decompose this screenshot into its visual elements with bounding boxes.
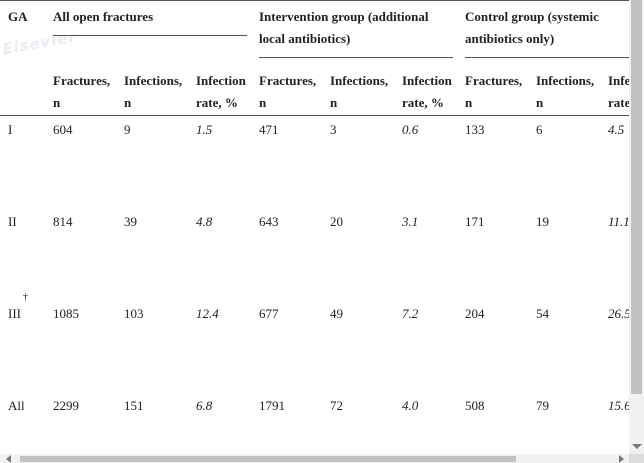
header-intervention-line2: local antibiotics) xyxy=(259,31,351,46)
table-cell-all-f: 814 xyxy=(53,214,73,229)
subheader-control-infections: Infections, xyxy=(536,73,595,88)
subheader-all-infections: Infections, xyxy=(124,73,183,88)
subheader-control-fractures-unit: n xyxy=(465,95,473,110)
group-underline-intervention xyxy=(259,57,453,58)
scroll-left-arrow-icon[interactable] xyxy=(6,455,11,463)
row-ga-label: II xyxy=(8,214,17,229)
table-cell-ctl-f: 171 xyxy=(465,214,485,229)
table-cell-int-i: 20 xyxy=(330,214,343,229)
header-ga: GA xyxy=(8,9,28,24)
table-cell-all-f: 604 xyxy=(53,122,73,137)
subheader-intervention-fractures: Fractures, xyxy=(259,73,317,88)
table-cell-all-i: 9 xyxy=(124,122,131,137)
subheader-intervention-infection-rate-unit: rate, % xyxy=(402,95,444,110)
header-bottom-border xyxy=(0,115,629,116)
subheader-all-infection-rate-unit: rate, % xyxy=(196,95,238,110)
table-cell-all-i: 151 xyxy=(124,398,144,413)
table-cell-int-r: 0.6 xyxy=(402,122,419,137)
row-ga-label: All xyxy=(8,398,25,413)
scroll-right-arrow-icon[interactable] xyxy=(619,455,624,463)
table-cell-all-f: 1085 xyxy=(53,306,79,321)
table-cell-ctl-r: 26.5 xyxy=(608,306,631,321)
table-cell-ctl-i: 19 xyxy=(536,214,549,229)
subheader-all-fractures: Fractures, xyxy=(53,73,111,88)
table-cell-ctl-r: 15.6 xyxy=(608,398,631,413)
table-cell-all-i: 103 xyxy=(124,306,144,321)
table-cell-int-f: 677 xyxy=(259,306,279,321)
subheader-intervention-infections: Infections, xyxy=(330,73,389,88)
table-cell-ctl-i: 79 xyxy=(536,398,549,413)
row-ga-label: III xyxy=(8,306,21,321)
table-cell-ctl-i: 54 xyxy=(536,306,549,321)
table-cell-int-f: 643 xyxy=(259,214,279,229)
table-cell-all-r: 12.4 xyxy=(196,306,219,321)
table-cell-int-i: 49 xyxy=(330,306,343,321)
subheader-intervention-infection-rate: Infection xyxy=(402,73,452,88)
table-cell-all-f: 2299 xyxy=(53,398,79,413)
table-cell-all-r: 6.8 xyxy=(196,398,213,413)
table-cell-all-i: 39 xyxy=(124,214,137,229)
header-control-line2: antibiotics only) xyxy=(465,31,555,46)
table-cell-all-r: 4.8 xyxy=(196,214,213,229)
dagger-footnote-mark[interactable]: † xyxy=(23,292,28,303)
table-cell-int-i: 3 xyxy=(330,122,337,137)
watermark: Elsevier xyxy=(1,27,78,59)
table-cell-int-r: 7.2 xyxy=(402,306,419,321)
table-cell-ctl-i: 6 xyxy=(536,122,543,137)
header-control-line1: Control group (systemic xyxy=(465,9,599,24)
group-underline-all xyxy=(53,35,247,36)
table-cell-ctl-r: 11.1 xyxy=(608,214,630,229)
subheader-all-fractures-unit: n xyxy=(53,95,61,110)
scroll-down-arrow-icon[interactable] xyxy=(632,444,642,449)
table-cell-ctl-r: 4.5 xyxy=(608,122,625,137)
table-cell-ctl-f: 204 xyxy=(465,306,485,321)
table-cell-ctl-f: 508 xyxy=(465,398,485,413)
header-all-group: All open fractures xyxy=(53,9,154,24)
table-cell-int-r: 4.0 xyxy=(402,398,419,413)
header-intervention-line1: Intervention group (additional xyxy=(259,9,429,24)
subheader-control-infections-unit: n xyxy=(536,95,544,110)
table-cell-int-f: 471 xyxy=(259,122,279,137)
table-top-border xyxy=(0,0,629,1)
table-cell-int-f: 1791 xyxy=(259,398,285,413)
table-cell-all-r: 1.5 xyxy=(196,122,213,137)
group-underline-control xyxy=(465,57,629,58)
subheader-all-infection-rate: Infection xyxy=(196,73,246,88)
table-cell-int-r: 3.1 xyxy=(402,214,419,229)
subheader-intervention-fractures-unit: n xyxy=(259,95,267,110)
scrollbar-corner xyxy=(629,454,644,463)
table-cell-ctl-f: 133 xyxy=(465,122,485,137)
subheader-intervention-infections-unit: n xyxy=(330,95,338,110)
subheader-control-fractures: Fractures, xyxy=(465,73,523,88)
table-cell-int-i: 72 xyxy=(330,398,343,413)
row-ga-label: I xyxy=(8,122,13,137)
vertical-scrollbar-thumb[interactable] xyxy=(631,0,642,394)
subheader-all-infections-unit: n xyxy=(124,95,132,110)
horizontal-scrollbar-thumb[interactable] xyxy=(20,456,516,462)
